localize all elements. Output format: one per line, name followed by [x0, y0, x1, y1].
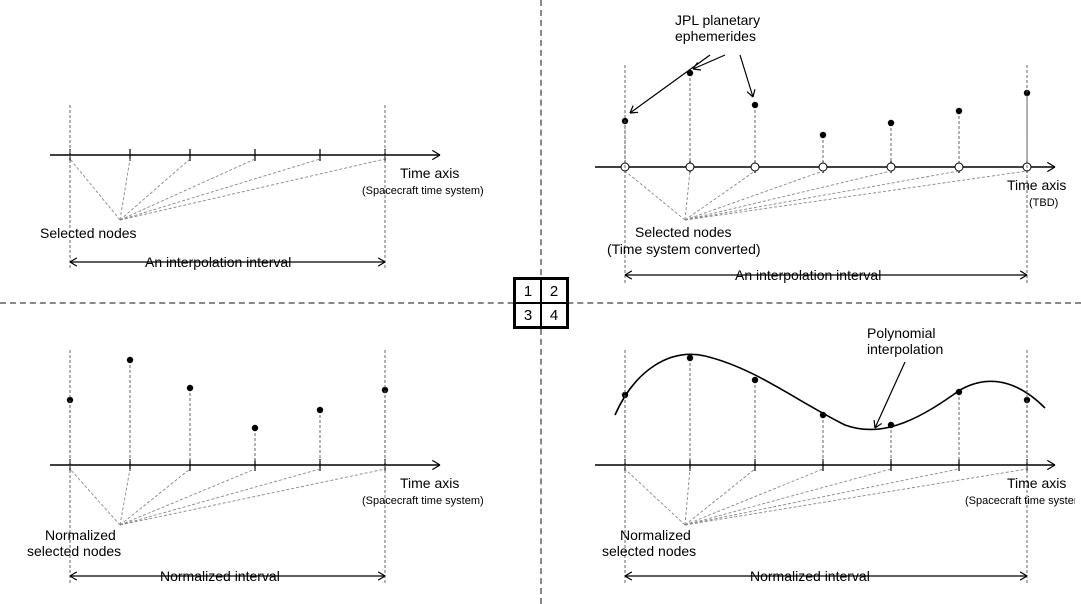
svg-text:Selected nodes: Selected nodes	[40, 225, 137, 241]
cell-4: 4	[541, 303, 567, 327]
svg-text:JPL planetary: JPL planetary	[675, 12, 760, 28]
svg-text:Time axis: Time axis	[1007, 475, 1066, 491]
svg-text:Time axis: Time axis	[400, 475, 459, 491]
panel-number-box: 1 2 3 4	[513, 277, 569, 329]
svg-text:selected nodes: selected nodes	[602, 543, 696, 559]
cell-3: 3	[515, 303, 541, 327]
panel-2: An interpolation interval JPL planetaryep…	[555, 5, 1075, 295]
svg-text:An interpolation interval: An interpolation interval	[145, 254, 291, 270]
svg-text:(Time system converted): (Time system converted)	[607, 241, 761, 257]
svg-text:Time axis: Time axis	[400, 165, 459, 181]
svg-text:Polynomial: Polynomial	[867, 325, 935, 341]
cell-1: 1	[515, 279, 541, 303]
panel-4: Normalized interval Polynomialinterpolati…	[555, 320, 1075, 600]
svg-text:Normalized interval: Normalized interval	[160, 568, 280, 584]
svg-text:Normalized: Normalized	[45, 527, 116, 543]
panel-1: An interpolation interval Selected nodes T…	[10, 20, 530, 290]
svg-text:Normalized interval: Normalized interval	[750, 568, 870, 584]
svg-text:(Spacecraft time system): (Spacecraft time system)	[362, 495, 484, 507]
svg-text:(TBD): (TBD)	[1029, 197, 1058, 209]
svg-text:An interpolation interval: An interpolation interval	[735, 267, 881, 283]
svg-text:Normalized: Normalized	[620, 527, 691, 543]
svg-text:(Spacecraft time system): (Spacecraft time system)	[965, 495, 1075, 507]
svg-text:Selected nodes: Selected nodes	[635, 224, 732, 240]
panel-3: Normalized interval Normalizedselected no…	[10, 320, 530, 600]
svg-text:(Spacecraft time system): (Spacecraft time system)	[362, 185, 484, 197]
svg-text:selected nodes: selected nodes	[27, 543, 121, 559]
cell-2: 2	[541, 279, 567, 303]
svg-text:ephemerides: ephemerides	[675, 28, 756, 44]
svg-text:Time axis: Time axis	[1007, 177, 1066, 193]
svg-text:interpolation: interpolation	[867, 341, 943, 357]
